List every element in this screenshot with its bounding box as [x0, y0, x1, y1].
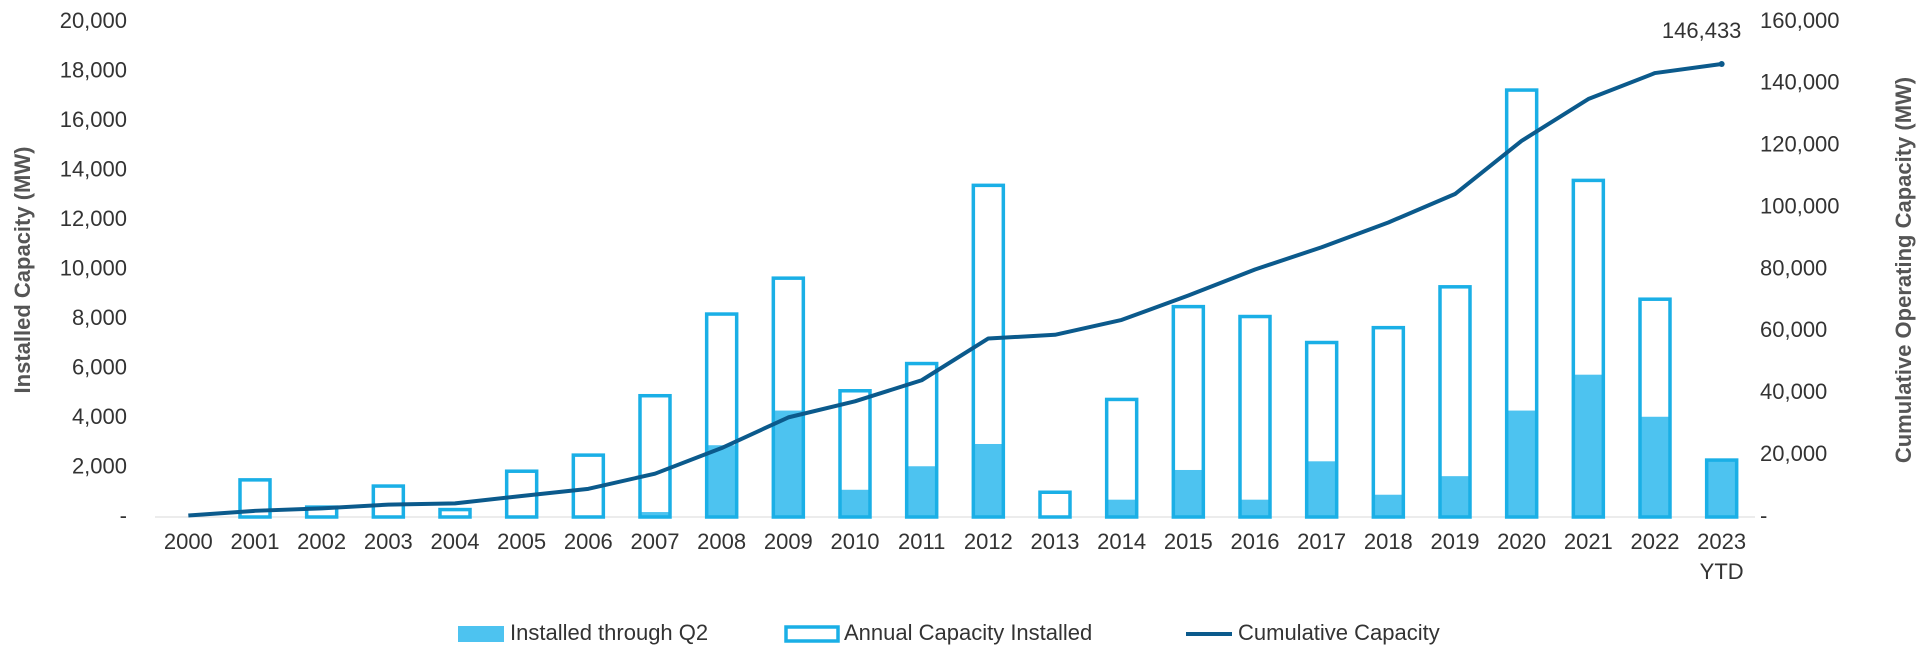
bar-outline [771, 276, 806, 519]
bar-outline [1238, 314, 1272, 519]
y2-tick-label: 80,000 [1760, 255, 1827, 280]
line [188, 61, 1722, 518]
y-tick-label: 20,000 [60, 8, 127, 33]
x-tick-label: 2008 [697, 529, 747, 554]
bar-outline [238, 478, 272, 519]
bar [1640, 416, 1670, 517]
y2-tick-label: 100,000 [1760, 193, 1840, 218]
x-tick-label: 2023 YTD [1697, 529, 1747, 584]
bar [640, 512, 670, 517]
bar [1173, 469, 1204, 517]
y2-tick-label: 140,000 [1760, 70, 1840, 95]
bar [706, 445, 737, 517]
x-tick-label: 2022 [1630, 529, 1680, 554]
x-tick-label: 2019 [1430, 529, 1480, 554]
y-tick-label: - [120, 503, 127, 528]
y-axis-title: Installed Capacity (MW) [10, 147, 35, 394]
x-tick-label: 2007 [630, 529, 680, 554]
bar [840, 489, 870, 517]
y-tick-label: 10,000 [60, 255, 127, 280]
bar [1506, 410, 1537, 517]
x-tick-label: 2003 [363, 529, 413, 554]
x-tick-label: 2006 [563, 529, 613, 554]
y2-axis-title: Cumulative Operating Capacity (MW) [1891, 77, 1916, 463]
x-tick-label: 2010 [830, 529, 880, 554]
x-tick-label: 2002 [297, 529, 347, 554]
bar [1440, 476, 1470, 517]
x-tick-label: 2001 [230, 529, 280, 554]
bar-outline [1704, 458, 1739, 519]
y2-tick-label: 20,000 [1760, 441, 1827, 466]
bar-outline [1504, 88, 1539, 519]
bar [1106, 499, 1137, 517]
legend-label: Cumulative Capacity [1238, 620, 1440, 645]
y-tick-label: 8,000 [72, 305, 127, 330]
bar-outline [904, 361, 939, 519]
legend-label: Installed through Q2 [510, 620, 708, 645]
x-tick-label: 2015 [1163, 529, 1213, 554]
bar-outline [1104, 397, 1139, 519]
x-tick-label: 2009 [763, 529, 813, 554]
y2-tick-label: 120,000 [1760, 132, 1840, 157]
y-tick-label: 18,000 [60, 57, 127, 82]
data-label: 146,433 [1662, 18, 1742, 43]
legend-swatch [458, 626, 504, 642]
x-tick-label: 2020 [1497, 529, 1547, 554]
y-tick-label: 12,000 [60, 206, 127, 231]
bar-outline [438, 507, 472, 519]
y-tick-label: 2,000 [72, 453, 127, 478]
y-tick-label: 4,000 [72, 404, 127, 429]
y-tick-label: 6,000 [72, 354, 127, 379]
point-marker [1718, 60, 1725, 67]
bar-outline [1438, 285, 1472, 519]
x-tick-label: 2018 [1363, 529, 1413, 554]
x-tick-label: 2012 [963, 529, 1013, 554]
bar-outline [971, 183, 1006, 519]
bar-outline [838, 389, 872, 519]
x-tick-label: 2016 [1230, 529, 1280, 554]
bar [773, 410, 804, 517]
x-tick-label: 2021 [1563, 529, 1613, 554]
y2-tick-label: 40,000 [1760, 379, 1827, 404]
x-tick-label: 2004 [430, 529, 480, 554]
bar-outline [1304, 340, 1339, 519]
bar [1240, 499, 1270, 517]
bar [973, 443, 1004, 517]
legend-swatch [784, 625, 840, 643]
x-tick-label: 2017 [1297, 529, 1347, 554]
x-tick-label: 2005 [497, 529, 547, 554]
bar [906, 466, 937, 517]
bar [1573, 374, 1604, 517]
x-tick-label: 2013 [1030, 529, 1080, 554]
y2-tick-label: 160,000 [1760, 8, 1840, 33]
bar-outline [1638, 297, 1672, 519]
x-tick-label: 2011 [898, 529, 946, 554]
y2-tick-label: - [1760, 503, 1767, 528]
bar-outline [1571, 178, 1606, 519]
y-tick-label: 16,000 [60, 107, 127, 132]
x-tick-label: 2000 [163, 529, 213, 554]
y2-tick-label: 60,000 [1760, 317, 1827, 342]
bar-outline [1371, 325, 1406, 519]
y-tick-label: 14,000 [60, 156, 127, 181]
bar-outline [1171, 304, 1206, 519]
bar-outline [704, 312, 739, 519]
bar-outline [371, 484, 406, 519]
bar [1706, 460, 1737, 517]
bar [1306, 461, 1337, 517]
bar [1373, 494, 1404, 517]
bar-outline [1038, 490, 1072, 519]
x-tick-label: 2014 [1097, 529, 1147, 554]
legend-label: Annual Capacity Installed [844, 620, 1092, 645]
bar-outline [638, 393, 672, 519]
